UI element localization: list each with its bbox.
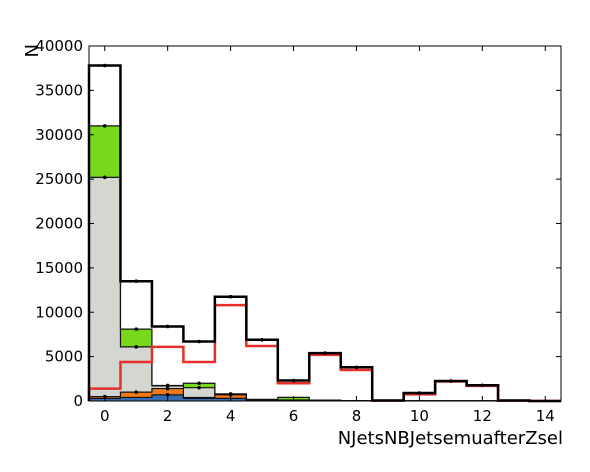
stack-bar-s4-bin11 — [435, 381, 467, 401]
stack-bar-s4-bin1 — [120, 281, 152, 330]
stack-bar-s3-bin3 — [183, 383, 215, 388]
x-tick-label: 4 — [226, 407, 236, 425]
error-marker-s3-bin3 — [197, 381, 201, 386]
error-marker-s2-bin0 — [102, 175, 107, 180]
error-marker-s4-bin1 — [134, 279, 138, 283]
error-marker-s4-bin3 — [197, 339, 201, 344]
error-marker-s3-bin0 — [102, 124, 107, 128]
y-tick-label: 0 — [73, 392, 83, 410]
error-marker-s0-bin2 — [165, 392, 170, 397]
error-marker-s2-bin1 — [134, 345, 138, 349]
y-tick-label: 25000 — [35, 170, 83, 188]
stack-bar-s4-bin12 — [466, 385, 499, 401]
x-tick-label: 6 — [289, 407, 299, 425]
error-marker-s3-bin2 — [165, 383, 170, 388]
stack-bar-s2-bin0 — [89, 177, 121, 397]
error-marker-s4-bin6 — [291, 378, 296, 383]
stack-bar-s4-bin8 — [340, 367, 373, 401]
x-tick-label: 10 — [410, 407, 429, 425]
y-tick-label: 40000 — [35, 37, 83, 55]
stack-bar-s0-bin1 — [120, 397, 152, 401]
y-tick-label: 15000 — [35, 259, 83, 277]
x-tick-label: 12 — [473, 407, 492, 425]
error-marker-s1-bin2 — [165, 386, 170, 391]
stack-bar-s4-bin6 — [277, 380, 310, 398]
y-axis-label: N — [22, 44, 43, 57]
y-tick-label: 10000 — [35, 303, 83, 321]
stack-bar-s4-bin4 — [214, 296, 247, 394]
x-axis-label: NJetsNBJetsemuafterZsel — [338, 428, 563, 449]
y-tick-label: 5000 — [45, 348, 83, 366]
stack-bar-s3-bin0 — [89, 125, 121, 178]
stack-bar-s3-bin1 — [120, 329, 152, 347]
stack-bar-s4-bin0 — [89, 65, 121, 126]
stack-bar-s4-bin7 — [309, 353, 341, 401]
error-marker-s3-bin1 — [134, 327, 138, 331]
error-marker-s4-bin7 — [323, 351, 327, 355]
plot-area — [87, 63, 561, 403]
x-tick-label: 14 — [536, 407, 555, 425]
stack-bar-s2-bin1 — [120, 346, 152, 393]
y-tick-label: 20000 — [35, 215, 83, 233]
error-marker-s1-bin1 — [134, 390, 138, 394]
error-marker-s4-bin12 — [480, 383, 485, 388]
error-marker-s2-bin3 — [197, 385, 201, 390]
y-tick-label: 30000 — [35, 126, 83, 144]
error-marker-s4-bin8 — [354, 365, 359, 370]
stack-bar-s1-bin1 — [120, 392, 152, 398]
x-tick-label: 2 — [163, 407, 173, 425]
axes: 0 2 4 6 8 10 12 14 0 5000 10000 15000 20000 25000 3000… — [35, 37, 562, 425]
error-marker-s4-bin4 — [228, 294, 233, 299]
error-marker-s4-bin10 — [417, 391, 422, 395]
stack-bar-s0-bin3 — [183, 398, 215, 401]
stack-bar-s1-bin2 — [151, 388, 184, 395]
total-histogram-line — [87, 64, 561, 403]
x-tick-label: 0 — [100, 407, 110, 425]
error-marker-s4-bin2 — [165, 324, 170, 329]
error-marker-s4-bin0 — [102, 63, 107, 68]
error-marker-s4-bin11 — [449, 379, 453, 383]
error-marker-s3-bin4 — [228, 392, 233, 396]
y-tick-label: 35000 — [35, 81, 83, 99]
stack-bar-s2-bin3 — [183, 387, 215, 398]
stack-bar-s4-bin5 — [246, 339, 278, 400]
error-marker-s4-bin5 — [260, 337, 264, 342]
x-tick-label: 8 — [352, 407, 362, 425]
stack-bar-s4-bin2 — [151, 326, 184, 386]
